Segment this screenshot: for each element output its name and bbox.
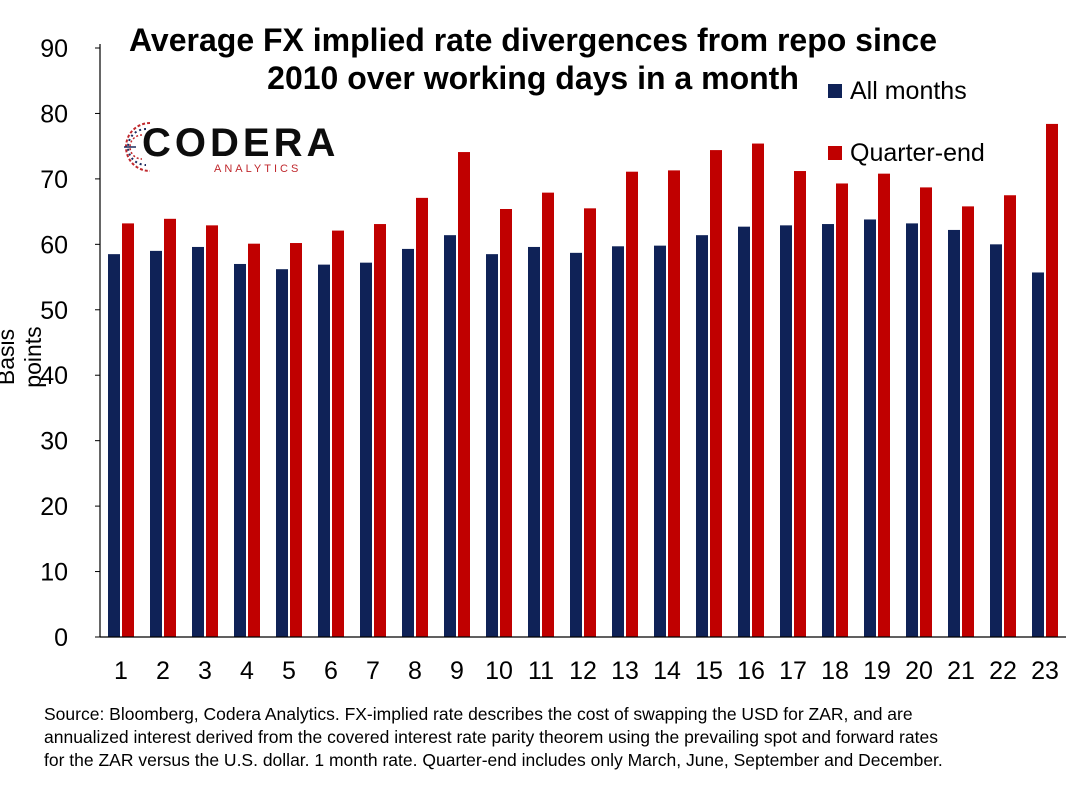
bar-quarter-end-2 bbox=[164, 218, 176, 637]
x-tick-label-21: 21 bbox=[947, 657, 975, 685]
chart-title-line-2: 2010 over working days in a month bbox=[267, 60, 799, 96]
legend: All months Quarter-end bbox=[828, 76, 985, 168]
x-tick-label-1: 1 bbox=[114, 657, 128, 685]
bar-quarter-end-13 bbox=[626, 171, 638, 637]
bar-quarter-end-21 bbox=[962, 206, 974, 637]
bar-all-months-12 bbox=[570, 252, 582, 637]
bar-all-months-23 bbox=[1032, 272, 1044, 637]
y-tick-label-40: 40 bbox=[40, 362, 68, 390]
logo-subtitle: ANALYTICS bbox=[214, 163, 302, 175]
bar-quarter-end-15 bbox=[710, 150, 722, 638]
bar-all-months-16 bbox=[738, 226, 750, 637]
chart-title-line-1: Average FX implied rate divergences from… bbox=[129, 22, 937, 58]
bar-quarter-end-7 bbox=[374, 224, 386, 637]
bar-quarter-end-16 bbox=[752, 143, 764, 637]
bar-all-months-3 bbox=[192, 246, 204, 637]
bar-all-months-2 bbox=[150, 250, 162, 637]
bar-quarter-end-11 bbox=[542, 192, 554, 638]
x-tick-label-19: 19 bbox=[863, 657, 891, 685]
y-tick-label-30: 30 bbox=[40, 428, 68, 456]
x-tick-label-8: 8 bbox=[408, 657, 422, 685]
y-tick-label-90: 90 bbox=[40, 35, 68, 63]
bar-all-months-20 bbox=[906, 223, 918, 637]
y-tick-label-80: 80 bbox=[40, 100, 68, 128]
x-tick-label-13: 13 bbox=[611, 657, 639, 685]
bar-quarter-end-14 bbox=[668, 170, 680, 637]
x-tick-label-18: 18 bbox=[821, 657, 849, 685]
bar-all-months-15 bbox=[696, 235, 708, 637]
bar-quarter-end-23 bbox=[1046, 123, 1058, 638]
bar-all-months-9 bbox=[444, 235, 456, 637]
bar-all-months-19 bbox=[864, 219, 876, 637]
bar-quarter-end-3 bbox=[206, 225, 218, 638]
legend-item-all-months: All months bbox=[828, 76, 985, 106]
bar-quarter-end-1 bbox=[122, 223, 134, 637]
footnote-line-1: Source: Bloomberg, Codera Analytics. FX-… bbox=[44, 704, 913, 724]
bar-all-months-17 bbox=[780, 225, 792, 638]
x-tick-label-5: 5 bbox=[282, 657, 296, 685]
legend-label-all-months: All months bbox=[850, 76, 967, 105]
x-tick-label-23: 23 bbox=[1031, 657, 1059, 685]
bar-all-months-21 bbox=[948, 229, 960, 638]
legend-swatch-all-months bbox=[828, 84, 842, 98]
bar-quarter-end-8 bbox=[416, 197, 428, 637]
bar-all-months-10 bbox=[486, 254, 498, 637]
footnote-line-3: for the ZAR versus the U.S. dollar. 1 mo… bbox=[44, 750, 943, 770]
bar-all-months-4 bbox=[234, 263, 246, 637]
x-tick-label-2: 2 bbox=[156, 657, 170, 685]
bar-all-months-18 bbox=[822, 224, 834, 637]
x-tick-label-22: 22 bbox=[989, 657, 1017, 685]
logo-wordmark: CODERA bbox=[142, 121, 340, 165]
bar-quarter-end-17 bbox=[794, 171, 806, 637]
x-tick-label-10: 10 bbox=[485, 657, 513, 685]
bar-all-months-6 bbox=[318, 264, 330, 637]
legend-label-quarter-end: Quarter-end bbox=[850, 138, 985, 167]
x-tick-label-11: 11 bbox=[528, 657, 554, 685]
legend-item-quarter-end: Quarter-end bbox=[828, 138, 985, 168]
bar-all-months-22 bbox=[990, 244, 1002, 638]
x-tick-label-15: 15 bbox=[695, 657, 723, 685]
bar-all-months-8 bbox=[402, 248, 414, 638]
bar-quarter-end-9 bbox=[458, 152, 470, 637]
y-axis-label: Basis points bbox=[0, 326, 46, 388]
bar-all-months-5 bbox=[276, 269, 288, 637]
x-tick-label-6: 6 bbox=[324, 657, 338, 685]
bar-all-months-1 bbox=[108, 254, 120, 637]
bar-quarter-end-10 bbox=[500, 208, 512, 637]
bar-quarter-end-6 bbox=[332, 230, 344, 637]
x-tick-label-7: 7 bbox=[366, 657, 380, 685]
bar-all-months-7 bbox=[360, 262, 372, 637]
bar-all-months-11 bbox=[528, 246, 540, 637]
y-tick-label-70: 70 bbox=[40, 166, 68, 194]
y-tick-label-10: 10 bbox=[40, 559, 68, 587]
bar-quarter-end-12 bbox=[584, 208, 596, 638]
bar-quarter-end-18 bbox=[836, 183, 848, 637]
codera-logo: CODERA ANALYTICS bbox=[122, 115, 335, 179]
x-tick-label-17: 17 bbox=[779, 657, 807, 685]
footnote-line-2: annualized interest derived from the cov… bbox=[44, 727, 938, 747]
x-tick-label-14: 14 bbox=[653, 657, 681, 685]
y-tick-label-0: 0 bbox=[54, 624, 68, 652]
bar-all-months-13 bbox=[612, 246, 624, 637]
y-tick-label-20: 20 bbox=[40, 493, 68, 521]
y-tick-label-50: 50 bbox=[40, 297, 68, 325]
x-tick-label-16: 16 bbox=[737, 657, 765, 685]
x-tick-label-3: 3 bbox=[198, 657, 212, 685]
x-tick-label-4: 4 bbox=[240, 657, 254, 685]
bar-all-months-14 bbox=[654, 245, 666, 638]
legend-swatch-quarter-end bbox=[828, 146, 842, 160]
logo-circuit-icon bbox=[124, 122, 151, 172]
source-footnote: Source: Bloomberg, Codera Analytics. FX-… bbox=[44, 703, 1054, 772]
bar-quarter-end-4 bbox=[248, 243, 260, 637]
bar-quarter-end-5 bbox=[290, 243, 302, 637]
x-tick-label-9: 9 bbox=[450, 657, 464, 685]
bar-quarter-end-22 bbox=[1004, 195, 1016, 637]
bar-quarter-end-20 bbox=[920, 187, 932, 637]
y-tick-label-60: 60 bbox=[40, 231, 68, 259]
bar-quarter-end-19 bbox=[878, 173, 890, 638]
x-tick-label-12: 12 bbox=[569, 657, 597, 685]
x-tick-label-20: 20 bbox=[905, 657, 933, 685]
